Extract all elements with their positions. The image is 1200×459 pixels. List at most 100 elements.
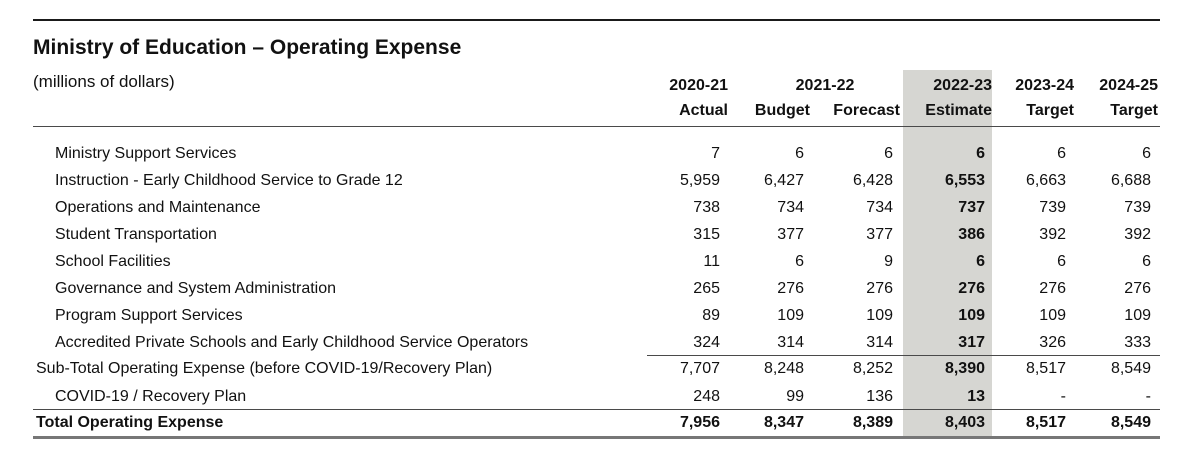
cell-forecast: 314 [866,334,893,351]
cell-estimate: 8,403 [944,414,985,431]
cell-target-2024-25: 392 [1124,226,1151,243]
cell-actual: 248 [693,388,720,405]
total-label: Total Operating Expense [36,414,224,431]
cell-actual: 7 [711,145,720,162]
cell-estimate: 6 [976,253,985,270]
header-estimate: Estimate [925,102,992,119]
cell-target-2024-25: 333 [1124,334,1151,351]
unit-label: (millions of dollars) [33,72,175,91]
table-row: Accredited Private Schools and Early Chi… [0,334,1200,360]
cell-target-2023-24: 109 [1039,307,1066,324]
cell-target-2024-25: 6 [1142,145,1151,162]
cell-actual: 5,959 [679,172,720,189]
top-rule [33,19,1160,21]
header-actual: Actual [679,102,728,119]
cell-budget: 6,427 [763,172,804,189]
cell-target-2024-25: 8,549 [1110,414,1151,431]
table-row: Student Transportation 315 377 377 386 3… [0,226,1200,252]
cell-actual: 324 [693,334,720,351]
cell-target-2023-24: 276 [1039,280,1066,297]
cell-forecast: 276 [866,280,893,297]
cell-forecast: 6,428 [852,172,893,189]
cell-target-2023-24: - [1060,388,1066,405]
header-year-2024-25: 2024-25 [1099,77,1158,94]
cell-estimate: 737 [958,199,985,216]
total-row: Total Operating Expense 7,956 8,347 8,38… [0,414,1200,440]
header-year-2021-22: 2021-22 [795,77,855,94]
cell-actual: 89 [702,307,720,324]
header-rule [33,126,1160,127]
cell-estimate: 6 [976,145,985,162]
cell-budget: 377 [777,226,804,243]
covid-row: COVID-19 / Recovery Plan 248 99 136 13 -… [0,388,1200,414]
subtotal-label: Sub-Total Operating Expense (before COVI… [36,360,493,377]
cell-target-2024-25: 6,688 [1110,172,1151,189]
cell-forecast: 136 [866,388,893,405]
cell-target-2024-25: 6 [1142,253,1151,270]
cell-budget: 6 [795,253,804,270]
row-label: Ministry Support Services [55,145,237,162]
cell-forecast: 377 [866,226,893,243]
table-row: Governance and System Administration 265… [0,280,1200,306]
cell-budget: 8,347 [763,414,804,431]
cell-estimate: 317 [958,334,985,351]
table-row: Operations and Maintenance 738 734 734 7… [0,199,1200,225]
cell-estimate: 386 [958,226,985,243]
cell-target-2023-24: 6 [1057,145,1066,162]
header-budget: Budget [754,102,810,119]
cell-actual: 265 [693,280,720,297]
row-label: Operations and Maintenance [55,199,261,216]
row-label: Instruction - Early Childhood Service to… [55,172,403,189]
row-label: Accredited Private Schools and Early Chi… [55,334,529,351]
cell-actual: 7,956 [679,414,720,431]
cell-estimate: 8,390 [944,360,985,377]
estimate-column-highlight [903,70,992,438]
cell-budget: 8,248 [763,360,804,377]
row-label: Student Transportation [55,226,217,243]
header-year-2020-21: 2020-21 [669,77,728,94]
cell-target-2024-25: 109 [1124,307,1151,324]
cell-budget: 99 [786,388,804,405]
cell-actual: 11 [703,253,720,270]
cell-budget: 314 [777,334,804,351]
cell-estimate: 109 [958,307,985,324]
cell-actual: 7,707 [679,360,720,377]
header-year-2023-24: 2023-24 [1015,77,1074,94]
covid-label: COVID-19 / Recovery Plan [55,388,247,405]
cell-target-2024-25: - [1145,388,1151,405]
table-row: Instruction - Early Childhood Service to… [0,172,1200,198]
cell-budget: 734 [777,199,804,216]
cell-budget: 6 [795,145,804,162]
cell-estimate: 13 [967,388,985,405]
cell-target-2023-24: 8,517 [1025,414,1066,431]
cell-forecast: 734 [866,199,893,216]
cell-target-2024-25: 8,549 [1110,360,1151,377]
row-label: Governance and System Administration [55,280,337,297]
cell-target-2023-24: 326 [1039,334,1066,351]
cell-target-2023-24: 6,663 [1025,172,1066,189]
header-target-2023-24: Target [1026,102,1074,119]
cell-actual: 738 [693,199,720,216]
bottom-rule [33,436,1160,439]
cell-budget: 109 [777,307,804,324]
cell-target-2023-24: 8,517 [1025,360,1066,377]
table-row: Ministry Support Services 7 6 6 6 6 6 [0,145,1200,171]
header-year-2022-23: 2022-23 [933,77,992,94]
subtotal-rule [647,355,1160,356]
cell-actual: 315 [693,226,720,243]
header-target-2024-25: Target [1110,102,1158,119]
table-row: Program Support Services 89 109 109 109 … [0,307,1200,333]
cell-forecast: 109 [866,307,893,324]
cell-budget: 276 [777,280,804,297]
subtotal-row: Sub-Total Operating Expense (before COVI… [0,360,1200,386]
total-rule [33,409,1160,410]
cell-estimate: 6,553 [944,172,985,189]
header-forecast: Forecast [833,102,900,119]
row-label: School Facilities [55,253,171,270]
cell-forecast: 8,252 [852,360,893,377]
table-row: School Facilities 11 6 9 6 6 6 [0,253,1200,279]
cell-target-2024-25: 276 [1124,280,1151,297]
cell-target-2023-24: 6 [1057,253,1066,270]
row-label: Program Support Services [55,307,243,324]
cell-forecast: 8,389 [852,414,893,431]
